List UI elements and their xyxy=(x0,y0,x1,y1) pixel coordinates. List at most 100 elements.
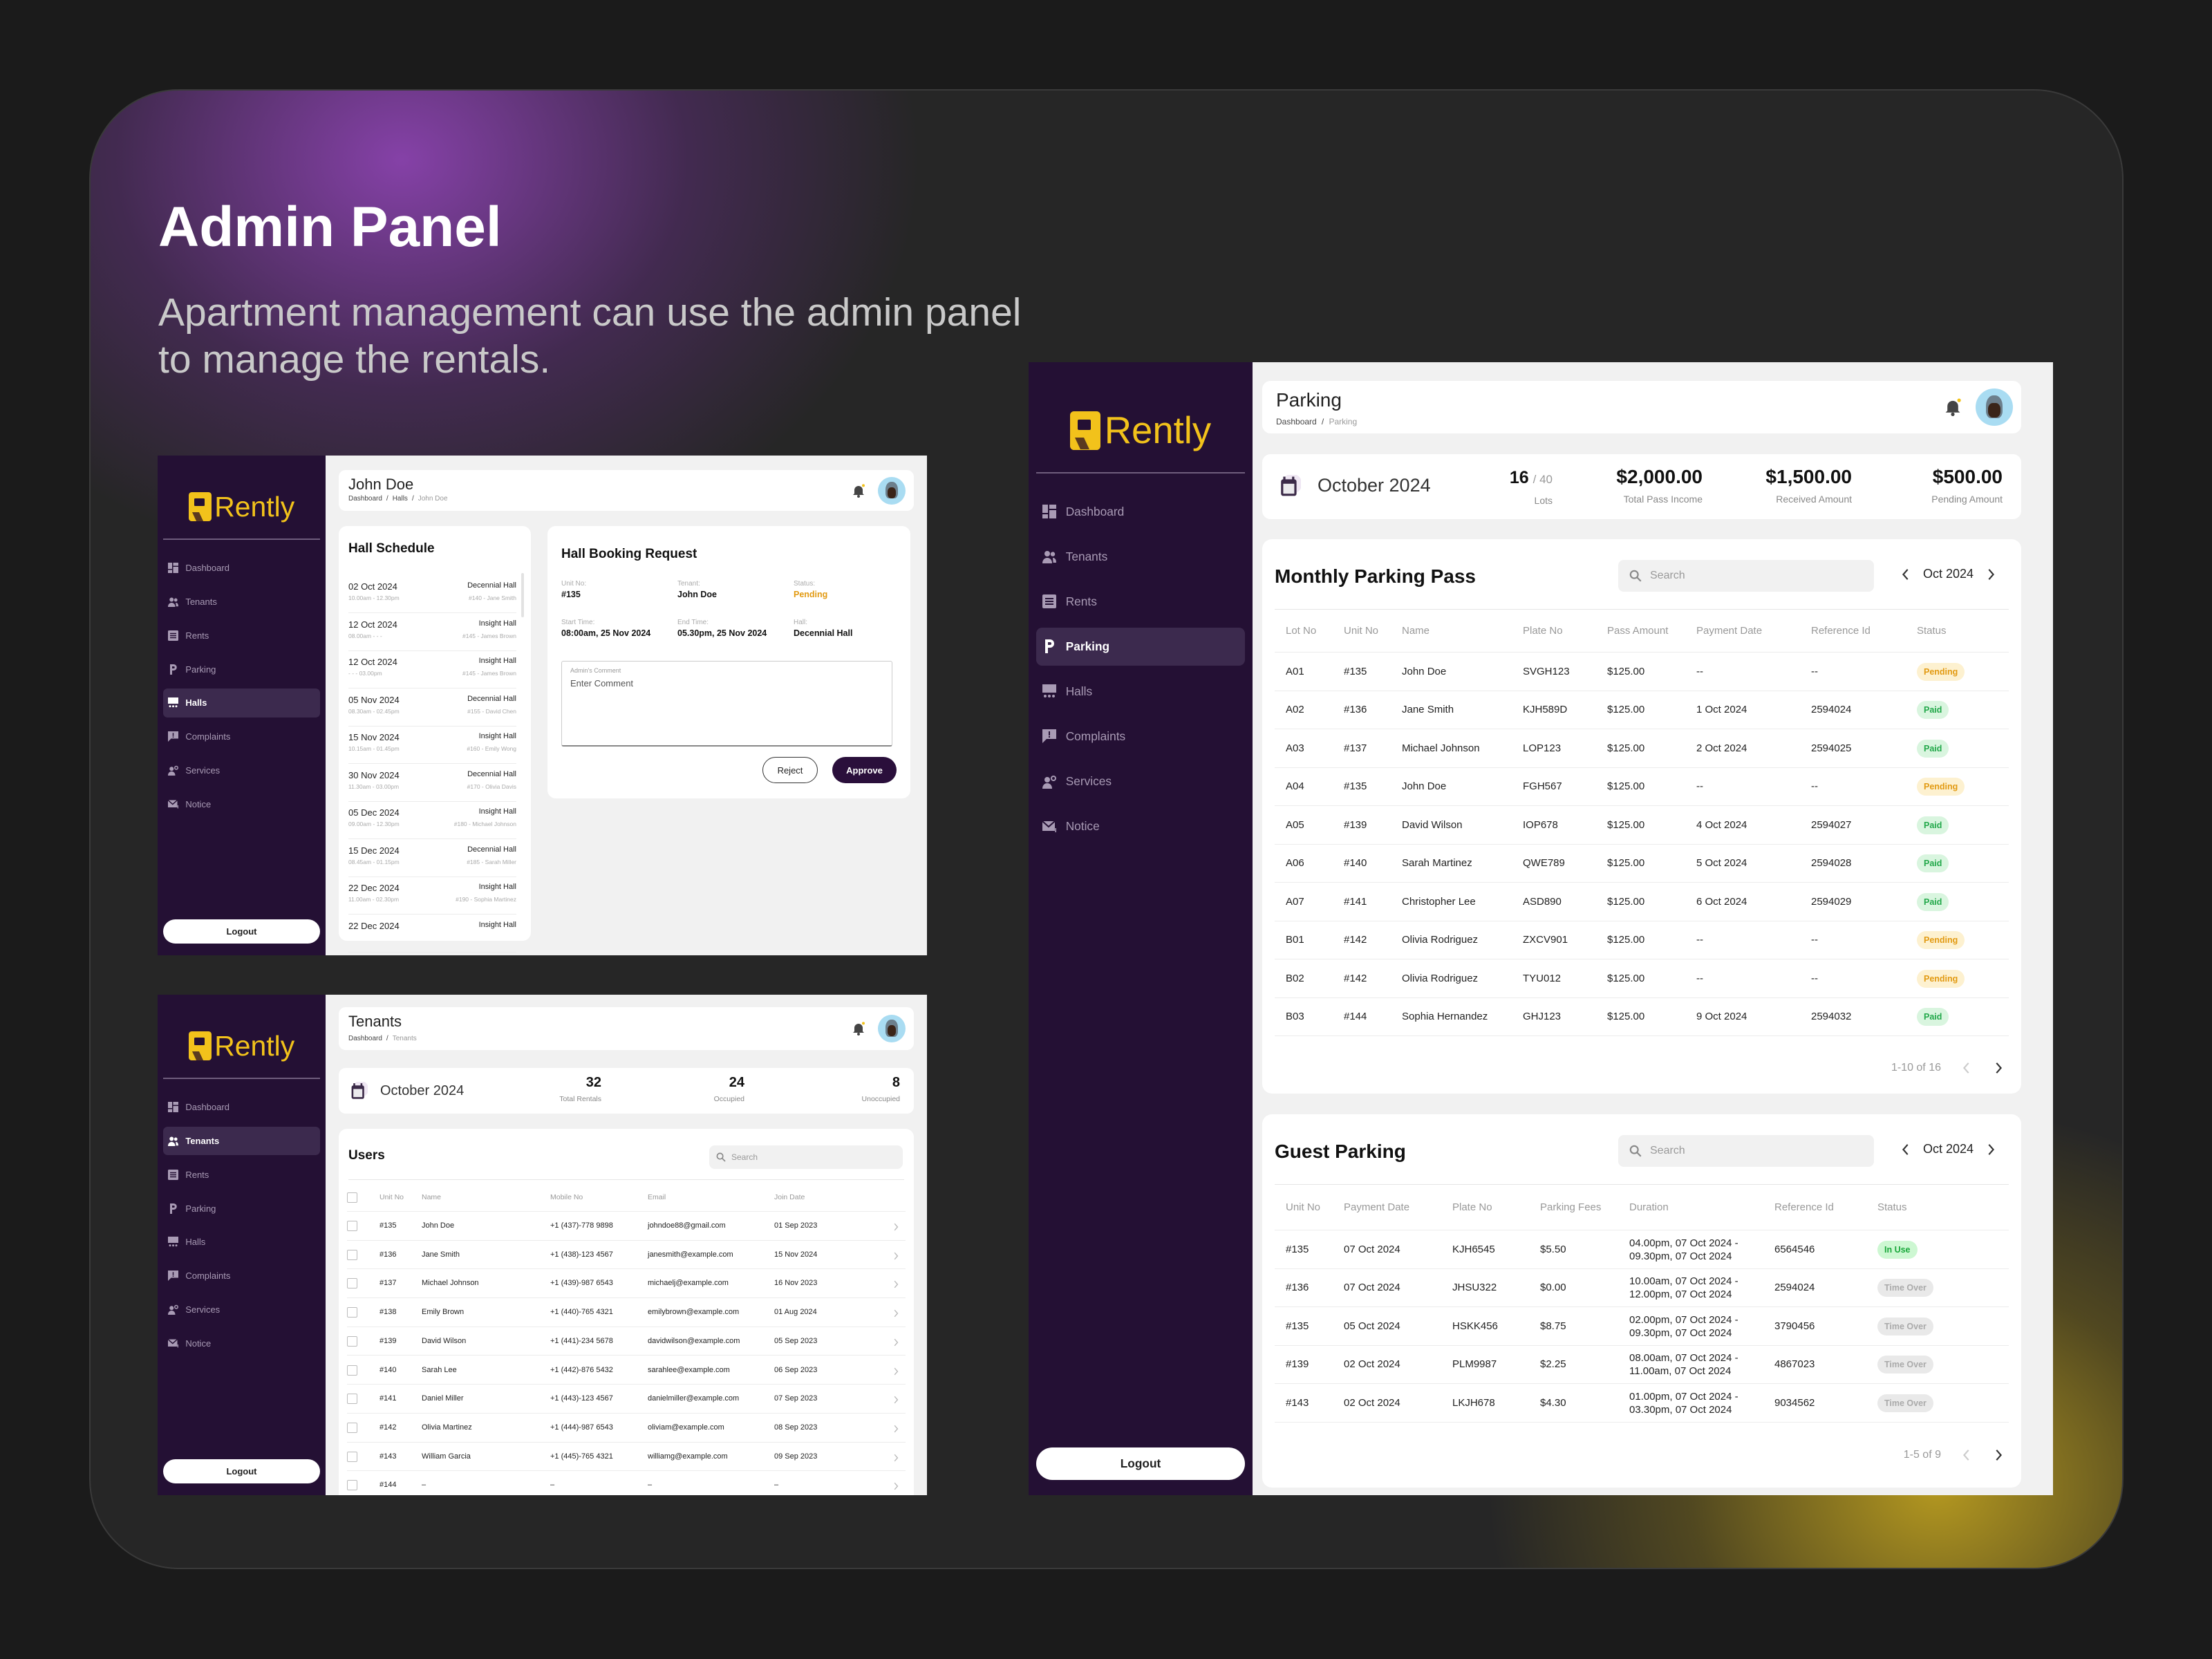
logout-button[interactable]: Logout xyxy=(163,919,320,944)
chevron-right-icon[interactable] xyxy=(892,1367,900,1375)
bell-icon[interactable] xyxy=(1944,398,1962,416)
search-input[interactable]: Search xyxy=(1618,560,1874,592)
avatar[interactable] xyxy=(1976,388,2013,426)
search-input[interactable]: Search xyxy=(709,1145,903,1169)
avatar[interactable] xyxy=(878,1015,906,1042)
table-row[interactable]: #135 John Doe +1 (437)-778 9898 johndoe88@g… xyxy=(347,1212,906,1241)
breadcrumb-item[interactable]: Dashboard xyxy=(348,495,382,503)
table-row[interactable]: #140 Sarah Lee +1 (442)-876 5432 sarahlee@e… xyxy=(347,1356,906,1385)
schedule-item[interactable]: 22 Dec 2024 11.00am - 02.30pm Insight Hall… xyxy=(348,877,516,915)
chevron-right-icon[interactable] xyxy=(892,1481,900,1490)
avatar[interactable] xyxy=(878,476,906,505)
logout-button[interactable]: Logout xyxy=(163,1459,320,1484)
table-row[interactable]: #138 Emily Brown +1 (440)-765 4321 emilybro… xyxy=(347,1298,906,1327)
approve-button[interactable]: Approve xyxy=(832,757,897,783)
sidebar-item-notice[interactable]: Notice xyxy=(1036,807,1245,845)
table-row[interactable]: A02 #136 Jane Smith KJH589D $125.00 1 Oct 202… xyxy=(1275,691,2009,729)
table-row[interactable]: #139 02 Oct 2024 PLM9987 $2.25 08.00am, 07 O… xyxy=(1275,1346,2009,1384)
row-checkbox[interactable] xyxy=(347,1394,357,1405)
chevron-left-icon[interactable] xyxy=(1960,1449,1973,1461)
bell-icon[interactable] xyxy=(852,483,865,498)
sidebar-item-complaints[interactable]: Complaints xyxy=(163,1262,319,1291)
sidebar-item-complaints[interactable]: Complaints xyxy=(1036,718,1245,756)
table-row[interactable]: #142 Olivia Martinez +1 (444)-987 6543 oliv… xyxy=(347,1414,906,1443)
table-row[interactable]: B03 #144 Sophia Hernandez GHJ123 $125.00 9 Oc… xyxy=(1275,998,2009,1036)
chevron-left-icon[interactable] xyxy=(1900,568,1912,581)
sidebar-item-parking[interactable]: Parking xyxy=(163,1194,319,1223)
schedule-item[interactable]: 05 Dec 2024 09.00am - 12.30pm Insight Hall… xyxy=(348,802,516,839)
table-row[interactable]: #135 07 Oct 2024 KJH6545 $5.50 04.00pm, 07 O… xyxy=(1275,1230,2009,1269)
sidebar-item-tenants[interactable]: Tenants xyxy=(163,1126,320,1156)
sidebar-item-parking[interactable]: Parking xyxy=(1036,627,1245,666)
table-row[interactable]: A06 #140 Sarah Martinez QWE789 $125.00 5 Oct … xyxy=(1275,845,2009,883)
chevron-right-icon[interactable] xyxy=(892,1395,900,1404)
scrollbar[interactable] xyxy=(521,573,524,617)
sidebar-item-notice[interactable]: Notice xyxy=(163,1329,319,1358)
sidebar-item-services[interactable]: Services xyxy=(163,1295,319,1324)
chevron-right-icon[interactable] xyxy=(1992,1062,2005,1074)
sidebar-item-rents[interactable]: Rents xyxy=(163,621,319,650)
chevron-right-icon[interactable] xyxy=(892,1309,900,1318)
sidebar-item-parking[interactable]: Parking xyxy=(163,655,319,684)
sidebar-item-dashboard[interactable]: Dashboard xyxy=(163,554,319,583)
schedule-item[interactable]: 22 Dec 2024 Insight Hall xyxy=(348,915,516,953)
chevron-right-icon[interactable] xyxy=(1985,1143,1997,1156)
sidebar-item-tenants[interactable]: Tenants xyxy=(163,588,319,617)
table-row[interactable]: #136 Jane Smith +1 (438)-123 4567 janesmith… xyxy=(347,1241,906,1270)
breadcrumb-item[interactable]: Dashboard xyxy=(348,1035,382,1042)
chevron-right-icon[interactable] xyxy=(892,1338,900,1347)
logout-button[interactable]: Logout xyxy=(1036,1447,1245,1480)
sidebar-item-notice[interactable]: Notice xyxy=(163,790,319,819)
row-checkbox[interactable] xyxy=(347,1335,357,1347)
bell-icon[interactable] xyxy=(852,1022,865,1035)
table-row[interactable]: #144 – – – – xyxy=(347,1471,906,1495)
chevron-right-icon[interactable] xyxy=(892,1222,900,1231)
table-row[interactable]: B02 #142 Olivia Rodriguez TYU012 $125.00 -- --… xyxy=(1275,959,2009,998)
schedule-item[interactable]: 05 Nov 2024 08.30am - 02.45pm Decennial Ha… xyxy=(348,689,516,727)
chevron-right-icon[interactable] xyxy=(1992,1449,2005,1461)
sidebar-item-dashboard[interactable]: Dashboard xyxy=(163,1093,319,1122)
schedule-item[interactable]: 12 Oct 2024 08.00am - - - Insight Hall #145… xyxy=(348,614,516,651)
schedule-item[interactable]: 15 Nov 2024 10.15am - 01.45pm Insight Hall… xyxy=(348,727,516,764)
table-row[interactable]: A03 #137 Michael Johnson LOP123 $125.00 2 Oct… xyxy=(1275,729,2009,768)
table-row[interactable]: A05 #139 David Wilson IOP678 $125.00 4 Oct 20… xyxy=(1275,806,2009,845)
chevron-right-icon[interactable] xyxy=(892,1280,900,1288)
row-checkbox[interactable] xyxy=(347,1451,357,1462)
admin-comment-field[interactable]: Admin's Comment Enter Comment xyxy=(561,661,892,747)
table-row[interactable]: #135 05 Oct 2024 HSKK456 $8.75 02.00pm, 07 O… xyxy=(1275,1307,2009,1346)
table-row[interactable]: A01 #135 John Doe SVGH123 $125.00 -- -- Pending xyxy=(1275,653,2009,691)
breadcrumb-item[interactable]: Dashboard xyxy=(1276,417,1317,427)
reject-button[interactable]: Reject xyxy=(762,757,818,783)
table-row[interactable]: B01 #142 Olivia Rodriguez ZXCV901 $125.00 -- -… xyxy=(1275,921,2009,959)
row-checkbox[interactable] xyxy=(347,1422,357,1433)
sidebar-item-halls[interactable]: Halls xyxy=(163,688,320,718)
schedule-item[interactable]: 12 Oct 2024 - - - 03.00pm Insight Hall #145… xyxy=(348,651,516,688)
chevron-left-icon[interactable] xyxy=(1900,1143,1912,1156)
schedule-item[interactable]: 30 Nov 2024 11.30am - 03.00pm Decennial Ha… xyxy=(348,765,516,802)
row-checkbox[interactable] xyxy=(347,1249,357,1260)
chevron-right-icon[interactable] xyxy=(892,1251,900,1259)
sidebar-item-rents[interactable]: Rents xyxy=(163,1160,319,1189)
row-checkbox[interactable] xyxy=(347,1480,357,1491)
table-row[interactable]: A04 #135 John Doe FGH567 $125.00 -- -- Pending xyxy=(1275,768,2009,806)
row-checkbox[interactable] xyxy=(347,1365,357,1376)
search-input[interactable]: Search xyxy=(1618,1135,1874,1167)
table-row[interactable]: #143 02 Oct 2024 LKJH678 $4.30 01.00pm, 07 O… xyxy=(1275,1384,2009,1423)
row-checkbox[interactable] xyxy=(347,1307,357,1318)
sidebar-item-complaints[interactable]: Complaints xyxy=(163,722,319,751)
sidebar-item-halls[interactable]: Halls xyxy=(163,1228,319,1257)
table-row[interactable]: #139 David Wilson +1 (441)-234 5678 davidwi… xyxy=(347,1327,906,1356)
schedule-item[interactable]: 15 Dec 2024 08.45am - 01.15pm Decennial Ha… xyxy=(348,840,516,877)
table-row[interactable]: #143 William Garcia +1 (445)-765 4321 willi… xyxy=(347,1443,906,1472)
row-checkbox[interactable] xyxy=(347,1278,357,1289)
sidebar-item-services[interactable]: Services xyxy=(163,756,319,785)
sidebar-item-rents[interactable]: Rents xyxy=(1036,583,1245,621)
table-row[interactable]: #141 Daniel Miller +1 (443)-123 4567 daniel… xyxy=(347,1385,906,1414)
chevron-right-icon[interactable] xyxy=(892,1453,900,1461)
sidebar-item-halls[interactable]: Halls xyxy=(1036,673,1245,711)
sidebar-item-services[interactable]: Services xyxy=(1036,762,1245,800)
select-all-checkbox[interactable] xyxy=(347,1192,357,1203)
sidebar-item-tenants[interactable]: Tenants xyxy=(1036,538,1245,576)
schedule-item[interactable]: 02 Oct 2024 10.00am - 12.30pm Decennial Ha… xyxy=(348,576,516,613)
sidebar-item-dashboard[interactable]: Dashboard xyxy=(1036,493,1245,531)
